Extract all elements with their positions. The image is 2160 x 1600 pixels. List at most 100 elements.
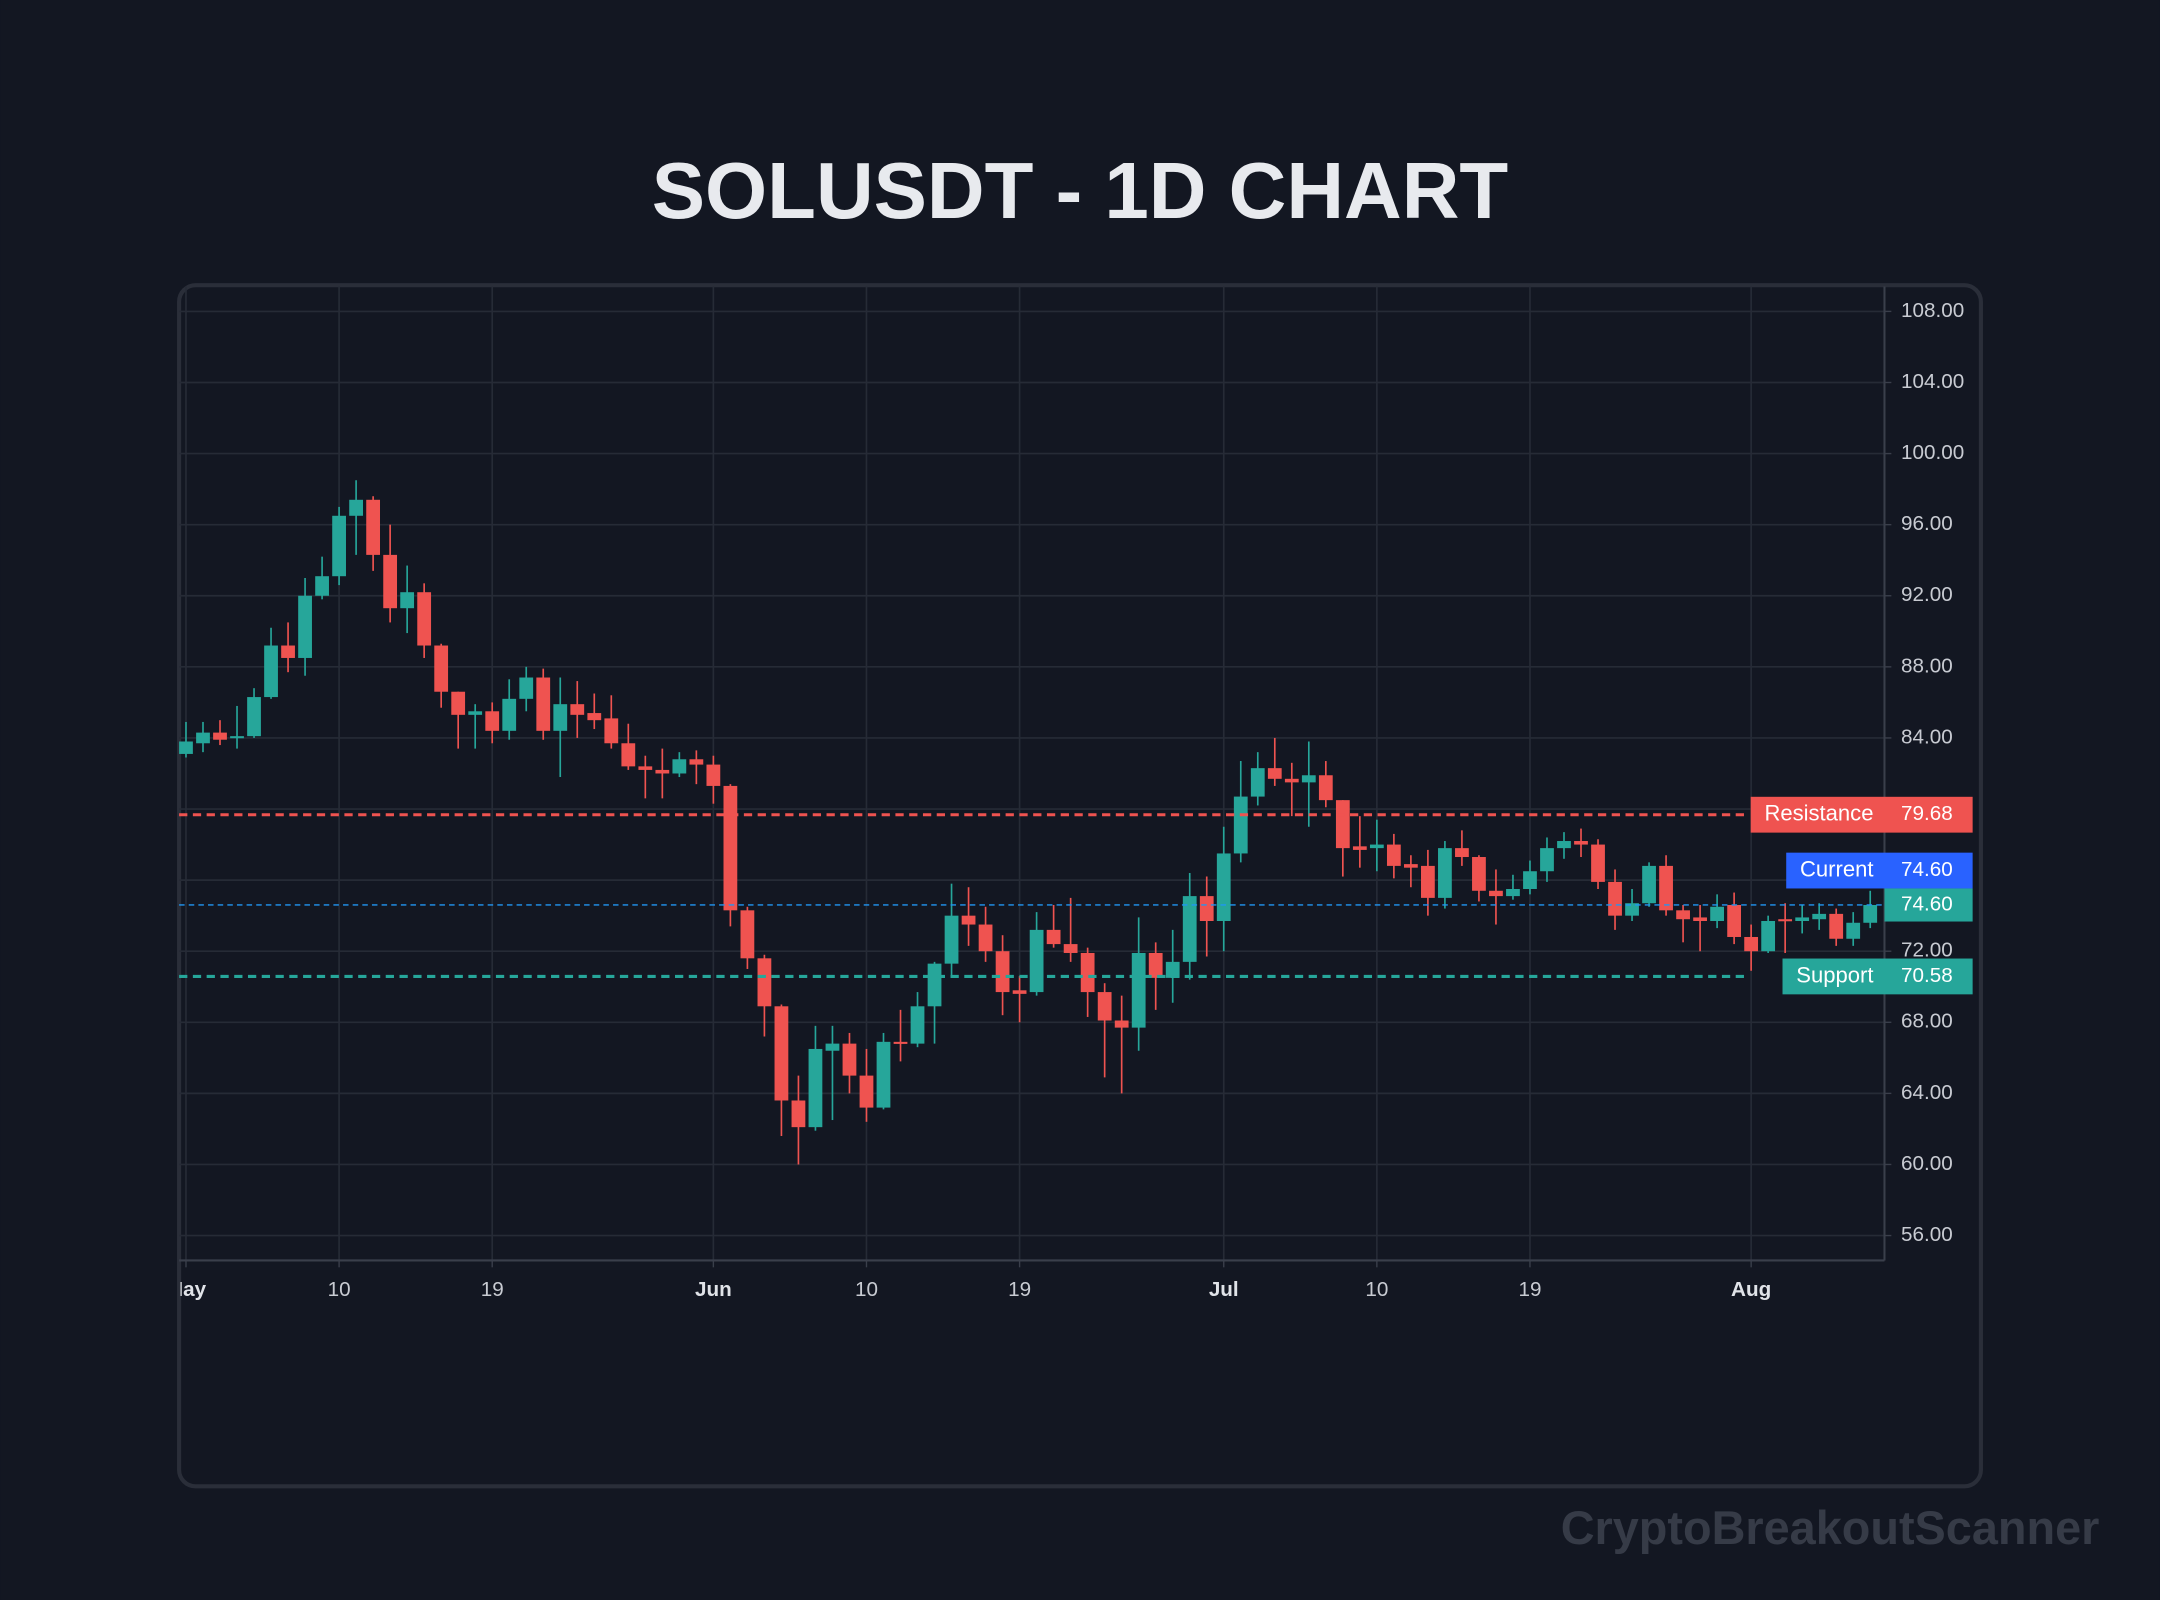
candle-body (553, 704, 568, 731)
candle-body (1795, 917, 1810, 921)
candle-body (1625, 903, 1639, 916)
y-tick-label: 56.00 (1901, 1223, 1953, 1246)
candle-body (383, 554, 398, 609)
candle-body (1574, 841, 1588, 845)
candle-body (1676, 910, 1690, 920)
level-value: 70.58 (1901, 964, 1953, 987)
candle-body (757, 958, 772, 1007)
candle-body (1744, 936, 1759, 952)
candle-body (876, 1041, 891, 1108)
candle-body (468, 711, 483, 715)
candle-body (910, 1006, 925, 1044)
x-tick-label: 19 (481, 1278, 504, 1301)
grid: 56.0060.0064.0068.0072.0076.0080.0084.00… (179, 286, 1964, 1268)
y-tick-label: 92.00 (1901, 583, 1953, 606)
x-tick-label: 19 (1518, 1278, 1541, 1301)
candle-body (1608, 881, 1622, 916)
candle-body (587, 713, 602, 721)
candle-body (1386, 844, 1401, 866)
candle-body (621, 743, 636, 767)
level-label-box (1782, 958, 1973, 995)
chart-title: SOLUSDT - 1D CHART (652, 146, 1508, 235)
candle-body (366, 499, 381, 555)
x-tick-label: May (166, 1278, 207, 1301)
x-tick-label: Jul (1209, 1278, 1239, 1301)
candle-body (1421, 865, 1435, 898)
candle-body (298, 595, 312, 658)
candle-body (1335, 800, 1350, 849)
y-tick-label: 100.00 (1901, 441, 1964, 464)
candle-body (417, 592, 432, 646)
candle-body (1812, 913, 1827, 920)
candle-body (485, 711, 500, 731)
y-tick-label: 60.00 (1901, 1152, 1953, 1175)
candle-body (1472, 857, 1486, 891)
candle-body (179, 741, 193, 754)
candle-body (1284, 778, 1299, 783)
x-tick-label: Jun (695, 1278, 732, 1301)
candle-body (791, 1100, 806, 1128)
candles (179, 480, 1878, 1165)
level-label-box (1750, 796, 1973, 833)
candle-body (944, 915, 959, 964)
candle-body (1693, 917, 1707, 921)
candle-body (1778, 919, 1793, 922)
candle-body (1863, 904, 1878, 923)
candle-body (519, 677, 534, 699)
candle-body (1233, 796, 1248, 854)
x-tick-label: 10 (328, 1278, 351, 1301)
candle-body (1506, 889, 1520, 897)
candle-body (400, 592, 415, 609)
y-tick-label: 68.00 (1901, 1010, 1953, 1033)
level-value: 74.60 (1901, 858, 1953, 881)
candle-body (1080, 952, 1095, 993)
candle-body (451, 691, 466, 715)
candle-body (1540, 848, 1554, 872)
y-tick-label: 84.00 (1901, 725, 1953, 748)
candle-body (1489, 890, 1503, 897)
candle-body (1523, 871, 1537, 890)
candle-body (774, 1006, 789, 1101)
candle-body (672, 759, 687, 774)
chart-frame (177, 283, 1983, 1489)
candle-body (213, 732, 227, 740)
candle-body (1455, 848, 1469, 858)
candle-body (1369, 844, 1384, 849)
level-name: Support (1796, 962, 1873, 987)
y-tick-label: 108.00 (1901, 299, 1964, 322)
candle-body (1148, 952, 1163, 978)
level-label-box (1786, 852, 1973, 889)
candle-body (264, 645, 278, 698)
level-name: Resistance (1764, 801, 1873, 826)
candle-body (893, 1041, 908, 1044)
y-tick-label: 88.00 (1901, 654, 1953, 677)
candle-body (1267, 768, 1282, 779)
candle-body (1710, 906, 1724, 921)
candle-body (349, 499, 363, 516)
candle-body (825, 1043, 840, 1051)
candle-body (1097, 992, 1112, 1021)
candle-body (1216, 853, 1231, 921)
candle-body (1165, 961, 1180, 978)
level-value: 79.68 (1901, 802, 1953, 825)
candle-body (655, 769, 670, 774)
candle-body (1846, 922, 1861, 939)
candle-body (1301, 775, 1316, 783)
level-name: Current (1800, 856, 1873, 881)
candle-body (604, 718, 619, 744)
y-tick-label: 104.00 (1901, 370, 1964, 393)
candle-body (1029, 929, 1044, 993)
x-tick-label: 10 (1365, 1278, 1388, 1301)
watermark: CryptoBreakoutScanner (1561, 1502, 2100, 1554)
candle-body (995, 951, 1010, 993)
candle-body (1352, 846, 1367, 850)
candle-body (723, 785, 738, 911)
levels: Resistance 79.68 Current 74.60 74.60 Support 7… (179, 796, 1973, 995)
candle-body (1761, 920, 1776, 952)
candle-body (1318, 775, 1333, 801)
y-tick-label: 96.00 (1901, 512, 1953, 535)
candle-body (1438, 848, 1452, 898)
candle-body (230, 736, 244, 739)
candle-body (332, 515, 346, 577)
